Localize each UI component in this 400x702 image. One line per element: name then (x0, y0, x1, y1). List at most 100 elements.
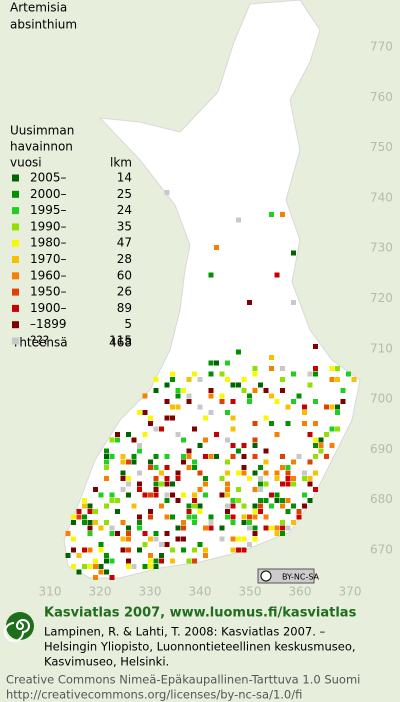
occurrence-square (225, 437, 230, 443)
occurrence-square (280, 520, 285, 525)
occurrence-square (252, 454, 258, 459)
occurrence-square (263, 470, 269, 476)
occurrence-square (98, 492, 104, 498)
occurrence-square (252, 514, 258, 520)
occurrence-square (291, 250, 296, 256)
legend-swatch (12, 288, 19, 296)
occurrence-square (285, 481, 291, 487)
x-coordinate-label: 360 (289, 585, 312, 599)
occurrence-square (219, 393, 225, 399)
occurrence-square (120, 459, 126, 465)
legend-swatch (12, 337, 19, 345)
occurrence-square (324, 454, 329, 459)
occurrence-square (197, 404, 203, 410)
legend-swatch (12, 223, 19, 231)
occurrence-square (335, 404, 340, 410)
occurrence-square (197, 509, 203, 514)
occurrence-square (82, 547, 87, 553)
occurrence-square (126, 558, 131, 564)
occurrence-square (307, 498, 313, 503)
occurrence-square (175, 476, 181, 481)
occurrence-square (269, 212, 274, 217)
occurrence-square (159, 542, 164, 547)
occurrence-square (170, 404, 175, 410)
occurrence-square (164, 531, 170, 536)
occurrence-square (181, 437, 186, 443)
occurrence-square (148, 558, 153, 564)
occurrence-square (241, 377, 247, 382)
y-coordinate-label: 730 (370, 241, 393, 255)
occurrence-square (335, 377, 340, 382)
occurrence-square (252, 421, 258, 426)
occurrence-square (148, 421, 153, 426)
legend-total-count: 468 (109, 336, 132, 350)
occurrence-square (313, 366, 318, 371)
occurrence-square (230, 382, 236, 388)
occurrence-square (192, 459, 197, 465)
y-coordinate-label: 740 (370, 190, 393, 204)
occurrence-square (109, 558, 115, 564)
legend-label: 1990– (30, 219, 67, 233)
occurrence-square (126, 564, 131, 569)
occurrence-square (346, 371, 351, 377)
occurrence-square (230, 443, 236, 448)
occurrence-square (153, 388, 159, 393)
occurrence-square (296, 454, 302, 459)
y-coordinate-label: 770 (370, 40, 393, 54)
occurrence-square (153, 465, 159, 470)
legend-count: 14 (117, 171, 132, 185)
occurrence-square (241, 503, 247, 509)
occurrence-square (137, 470, 142, 476)
occurrence-square (263, 459, 269, 465)
occurrence-square (197, 470, 203, 476)
occurrence-square (313, 470, 318, 476)
occurrence-square (181, 492, 186, 498)
occurrence-square (98, 547, 104, 553)
occurrence-square (175, 536, 181, 542)
occurrence-square (335, 426, 340, 432)
occurrence-square (170, 492, 175, 498)
occurrence-square (258, 465, 263, 470)
occurrence-square (93, 564, 98, 569)
occurrence-square (153, 481, 159, 487)
occurrence-square (82, 498, 87, 503)
occurrence-square (170, 514, 175, 520)
occurrence-square (153, 558, 159, 564)
occurrence-square (170, 371, 175, 377)
occurrence-square (87, 525, 93, 531)
occurrence-square (109, 531, 115, 536)
occurrence-square (263, 481, 269, 487)
occurrence-square (186, 509, 192, 514)
occurrence-square (274, 399, 280, 404)
legend-swatch (12, 321, 19, 329)
occurrence-square (148, 514, 153, 520)
occurrence-square (164, 190, 170, 195)
occurrence-square (192, 558, 197, 564)
legend-count: 89 (117, 301, 132, 315)
occurrence-square (109, 492, 115, 498)
occurrence-square (181, 454, 186, 459)
x-coordinate-label: 330 (139, 585, 162, 599)
y-coordinate-label: 760 (370, 90, 393, 104)
occurrence-square (214, 360, 219, 366)
occurrence-square (280, 481, 285, 487)
occurrence-square (104, 476, 109, 481)
occurrence-square (285, 470, 291, 476)
occurrence-square (170, 377, 175, 382)
occurrence-square (252, 366, 258, 371)
legend-count: 35 (117, 219, 132, 233)
occurrence-square (302, 503, 307, 509)
finland-outline (63, 0, 361, 579)
occurrence-squares (65, 190, 357, 580)
occurrence-square (335, 410, 340, 415)
occurrence-square (252, 487, 258, 492)
occurrence-square (258, 481, 263, 487)
occurrence-square (269, 492, 274, 498)
legend-swatch (12, 272, 19, 280)
occurrence-square (263, 388, 269, 393)
occurrence-square (313, 399, 318, 404)
occurrence-square (219, 536, 225, 542)
occurrence-square (318, 437, 324, 443)
legend-label: ??? (30, 334, 49, 348)
occurrence-square (98, 542, 104, 547)
